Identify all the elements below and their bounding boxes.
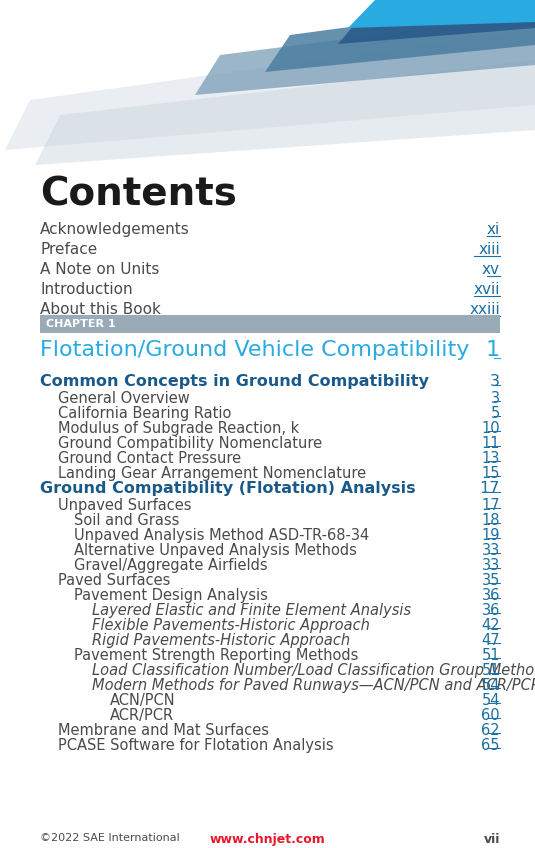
Text: Ground Contact Pressure: Ground Contact Pressure [58,451,241,466]
Text: 35: 35 [482,573,500,588]
Text: xvii: xvii [473,282,500,297]
Text: 15: 15 [482,466,500,481]
Text: 11: 11 [482,436,500,451]
Text: 60: 60 [482,708,500,723]
Text: xv: xv [482,262,500,277]
Text: 62: 62 [482,723,500,738]
Text: Modulus of Subgrade Reaction, k: Modulus of Subgrade Reaction, k [58,421,299,436]
Text: 17: 17 [482,498,500,513]
Text: ACN/PCN: ACN/PCN [110,693,175,708]
Text: ©2022 SAE International: ©2022 SAE International [40,833,180,843]
Text: Flexible Pavements-Historic Approach: Flexible Pavements-Historic Approach [92,618,370,633]
Text: 5: 5 [491,406,500,421]
Text: xxiii: xxiii [469,302,500,317]
Text: Unpaved Surfaces: Unpaved Surfaces [58,498,192,513]
Text: General Overview: General Overview [58,391,190,406]
Text: Gravel/Aggregate Airfields: Gravel/Aggregate Airfields [74,558,268,573]
Text: Introduction: Introduction [40,282,133,297]
Polygon shape [348,0,535,28]
Bar [40,315,500,333]
Text: 3: 3 [490,374,500,389]
Text: 33: 33 [482,543,500,558]
Text: Unpaved Analysis Method ASD-TR-68-34: Unpaved Analysis Method ASD-TR-68-34 [74,528,369,543]
Text: 17: 17 [479,481,500,496]
Text: Common Concepts in Ground Compatibility: Common Concepts in Ground Compatibility [40,374,429,389]
Text: Paved Surfaces: Paved Surfaces [58,573,170,588]
Text: Soil and Grass: Soil and Grass [74,513,179,528]
Text: 54: 54 [482,693,500,708]
Text: Membrane and Mat Surfaces: Membrane and Mat Surfaces [58,723,269,738]
Text: Modern Methods for Paved Runways—ACN/PCN and ACR/PCR: Modern Methods for Paved Runways—ACN/PCN… [92,678,535,693]
Text: www.chnjet.com: www.chnjet.com [209,833,325,846]
Text: Alternative Unpaved Analysis Methods: Alternative Unpaved Analysis Methods [74,543,357,558]
Text: xi: xi [487,222,500,237]
Text: 33: 33 [482,558,500,573]
Text: 36: 36 [482,603,500,618]
Text: Contents: Contents [40,175,237,213]
Text: 36: 36 [482,588,500,603]
Text: Ground Compatibility Nomenclature: Ground Compatibility Nomenclature [58,436,322,451]
Text: Load Classification Number/Load Classification Group Method: Load Classification Number/Load Classifi… [92,663,535,678]
Text: 10: 10 [482,421,500,436]
Text: Landing Gear Arrangement Nomenclature: Landing Gear Arrangement Nomenclature [58,466,366,481]
Text: 65: 65 [482,738,500,753]
Text: A Note on Units: A Note on Units [40,262,159,277]
Text: CHAPTER 1: CHAPTER 1 [46,319,116,329]
Polygon shape [265,2,535,72]
Text: 54: 54 [482,678,500,693]
Text: 42: 42 [482,618,500,633]
Text: 1: 1 [486,340,500,360]
Text: Ground Compatibility (Flotation) Analysis: Ground Compatibility (Flotation) Analysi… [40,481,416,496]
Polygon shape [5,30,535,150]
Polygon shape [35,60,535,165]
Text: 13: 13 [482,451,500,466]
Text: xiii: xiii [478,242,500,257]
Text: 3: 3 [491,391,500,406]
Text: California Bearing Ratio: California Bearing Ratio [58,406,231,421]
Text: 51: 51 [482,648,500,663]
Text: ACR/PCR: ACR/PCR [110,708,174,723]
Polygon shape [338,0,535,44]
Text: About this Book: About this Book [40,302,161,317]
Text: 18: 18 [482,513,500,528]
Text: Layered Elastic and Finite Element Analysis: Layered Elastic and Finite Element Analy… [92,603,411,618]
Polygon shape [195,15,535,95]
Text: Pavement Design Analysis: Pavement Design Analysis [74,588,268,603]
Text: Flotation/Ground Vehicle Compatibility: Flotation/Ground Vehicle Compatibility [40,340,469,360]
Text: vii: vii [484,833,500,846]
Text: Rigid Pavements-Historic Approach: Rigid Pavements-Historic Approach [92,633,350,648]
Text: 47: 47 [482,633,500,648]
Text: Acknowledgements: Acknowledgements [40,222,190,237]
Text: 19: 19 [482,528,500,543]
Text: Preface: Preface [40,242,97,257]
Text: Pavement Strength Reporting Methods: Pavement Strength Reporting Methods [74,648,358,663]
Text: PCASE Software for Flotation Analysis: PCASE Software for Flotation Analysis [58,738,334,753]
Text: 51: 51 [482,663,500,678]
